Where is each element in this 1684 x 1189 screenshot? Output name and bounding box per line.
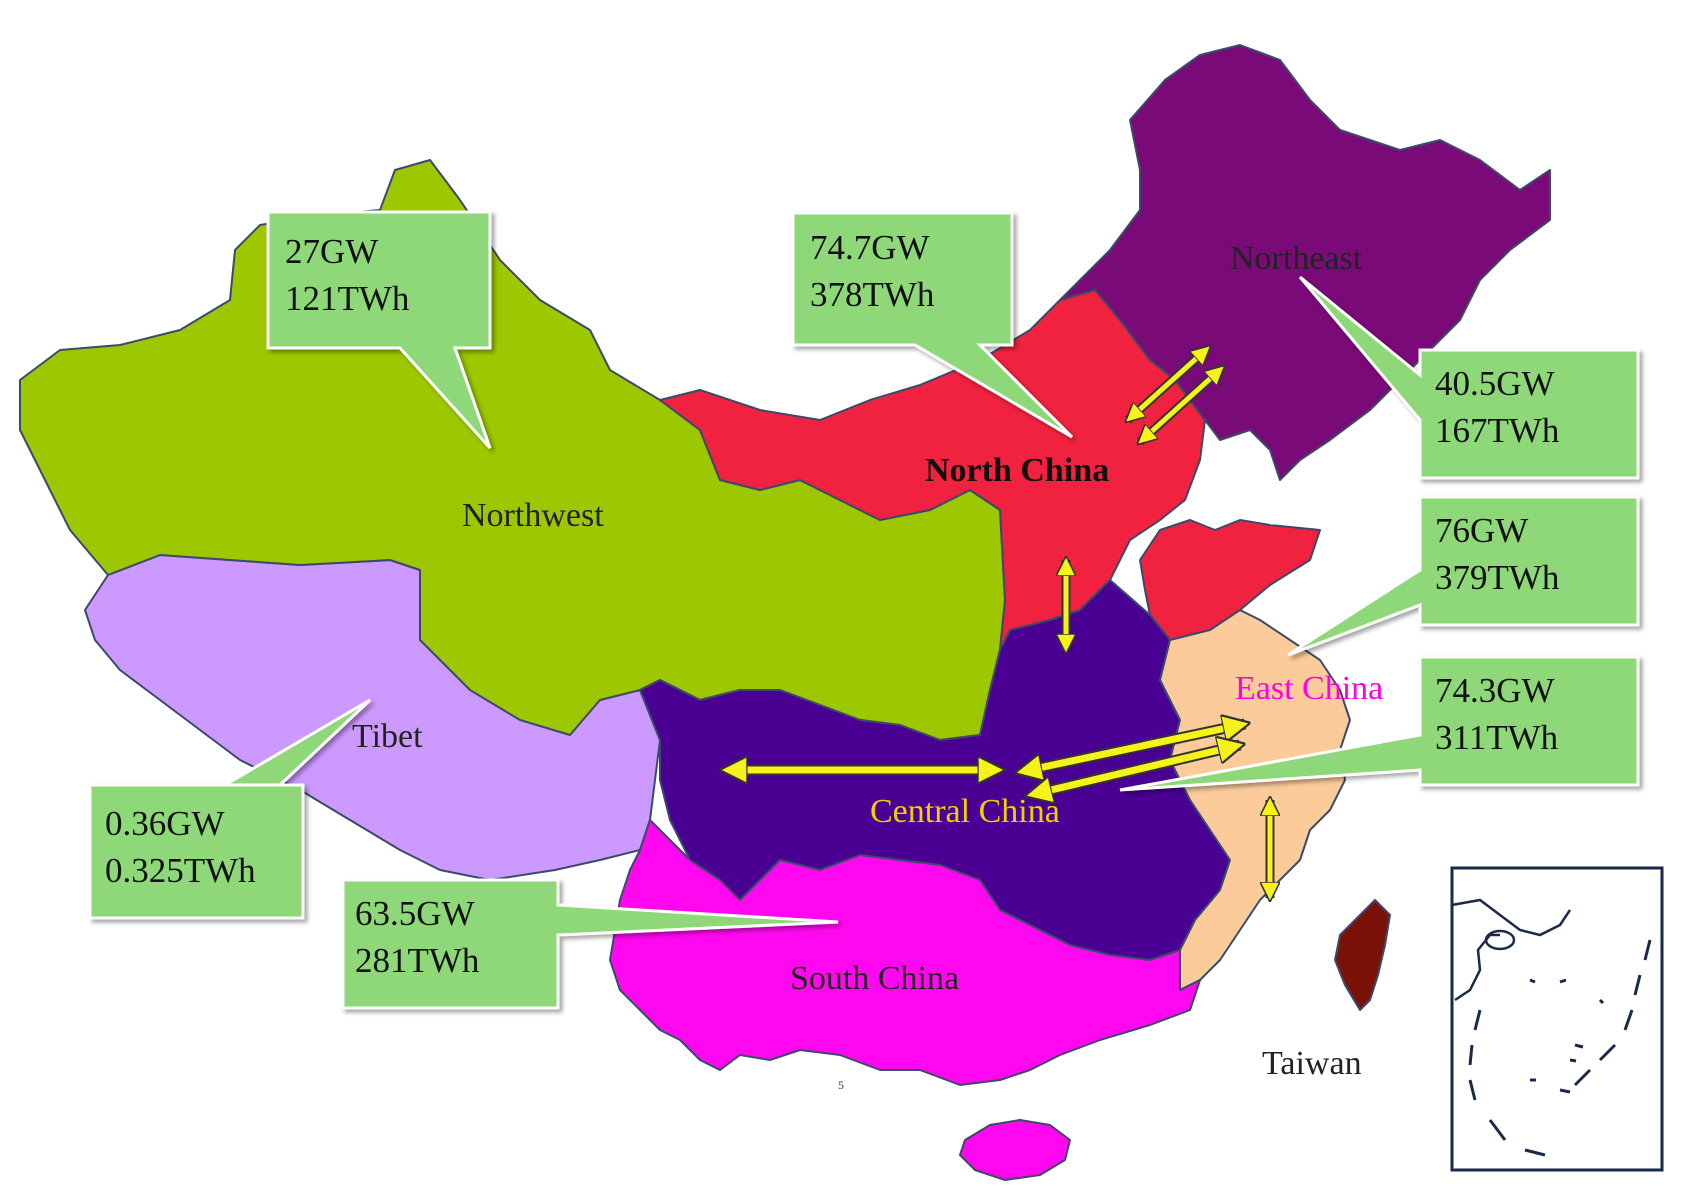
callout-northwest-energy: 121TWh	[285, 279, 410, 318]
region-south-china	[609, 819, 1201, 1086]
arrow-north-northeast-2-fill	[1140, 368, 1222, 442]
callout-south-china-shape	[341, 878, 839, 1010]
callout-east-china-shape	[1287, 495, 1640, 657]
callout-northeast-capacity: 40.5GW	[1435, 364, 1555, 403]
callout-central-china-shape	[1119, 655, 1640, 792]
callout-northwest-shape	[266, 210, 492, 450]
callout-tibet-energy: 0.325TWh	[105, 851, 256, 890]
label-north-china: North China	[925, 452, 1110, 489]
inset-islands	[1529, 978, 1605, 1094]
callout-central-china-capacity: 74.3GW	[1435, 671, 1555, 710]
callout-tibet-capacity: 0.36GW	[105, 804, 225, 843]
label-taiwan: Taiwan	[1262, 1045, 1362, 1082]
label-east-china: East China	[1235, 670, 1384, 707]
callout-layer	[88, 210, 1640, 1010]
label-tibet: Tibet	[352, 718, 423, 755]
callout-south-china-text: 63.5GW 281TWh	[355, 890, 479, 984]
inset-frame	[1450, 866, 1664, 1172]
callout-south-china-capacity: 63.5GW	[355, 894, 475, 933]
callout-north-china-text: 74.7GW 378TWh	[810, 224, 934, 318]
callout-east-china-energy: 379TWh	[1435, 558, 1560, 597]
callout-tibet-text: 0.36GW 0.325TWh	[105, 800, 256, 894]
label-central-china: Central China	[870, 793, 1060, 830]
region-south-china-hainan	[959, 1119, 1071, 1181]
inset-island-hainan	[1484, 929, 1516, 951]
callout-north-china-capacity: 74.7GW	[810, 228, 930, 267]
callout-south-china-energy: 281TWh	[355, 941, 480, 980]
page-note: 5	[838, 1078, 844, 1092]
transmission-arrows	[725, 348, 1270, 898]
callout-northwest-text: 27GW 121TWh	[285, 228, 409, 322]
callout-north-china-energy: 378TWh	[810, 275, 935, 314]
callout-north-china-shape	[791, 211, 1074, 439]
inset-dashline	[1468, 939, 1652, 1157]
callout-northwest-capacity: 27GW	[285, 232, 379, 271]
callout-central-china-energy: 311TWh	[1435, 718, 1559, 757]
south-china-sea-inset	[1450, 866, 1664, 1172]
callout-northeast-text: 40.5GW 167TWh	[1435, 360, 1559, 454]
arrow-central-east-2-fill	[1030, 745, 1240, 795]
region-taiwan	[1334, 899, 1391, 1011]
callout-northeast-energy: 167TWh	[1435, 411, 1560, 450]
label-northeast: Northeast	[1230, 240, 1363, 277]
callout-central-china-text: 74.3GW 311TWh	[1435, 667, 1558, 761]
callout-tibet-shape	[88, 698, 372, 920]
inset-coastline	[1451, 898, 1572, 1002]
label-south-china: South China	[790, 960, 960, 997]
callout-east-china-text: 76GW 379TWh	[1435, 507, 1559, 601]
callout-northeast-shape	[1298, 275, 1640, 480]
label-northwest: Northwest	[462, 497, 604, 534]
callout-east-china-capacity: 76GW	[1435, 511, 1529, 550]
